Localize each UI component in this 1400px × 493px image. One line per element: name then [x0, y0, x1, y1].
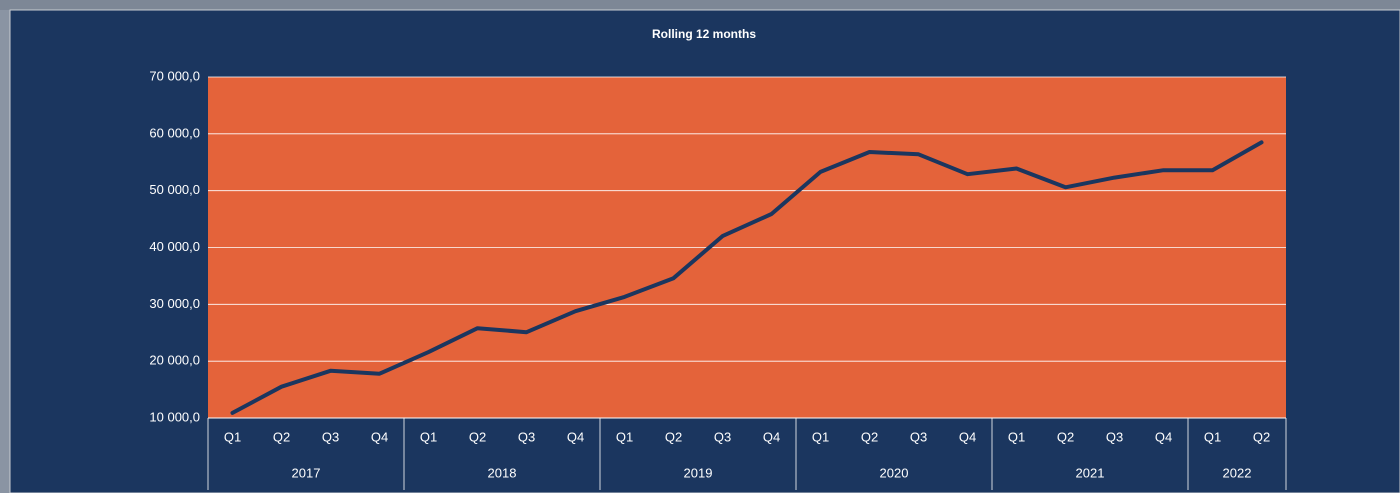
- x-tick-label: Q1: [420, 429, 437, 444]
- year-label: 2018: [488, 465, 517, 480]
- y-tick-label: 40 000,0: [149, 239, 200, 254]
- year-label: 2021: [1076, 465, 1105, 480]
- y-tick-label: 10 000,0: [149, 409, 200, 424]
- chart-title: Rolling 12 months: [652, 27, 756, 41]
- x-tick-label: Q2: [469, 429, 486, 444]
- year-label: 2017: [292, 465, 321, 480]
- y-tick-label: 60 000,0: [149, 125, 200, 140]
- x-tick-label: Q4: [567, 429, 584, 444]
- x-tick-label: Q2: [1057, 429, 1074, 444]
- year-label: 2019: [684, 465, 713, 480]
- x-tick-label: Q3: [1106, 429, 1123, 444]
- x-tick-label: Q4: [959, 429, 976, 444]
- top-strip: [0, 0, 1400, 10]
- x-tick-label: Q3: [518, 429, 535, 444]
- x-tick-label: Q2: [861, 429, 878, 444]
- x-tick-label: Q1: [224, 429, 241, 444]
- x-tick-label: Q4: [763, 429, 780, 444]
- x-tick-label: Q4: [371, 429, 388, 444]
- y-tick-label: 50 000,0: [149, 182, 200, 197]
- x-tick-label: Q4: [1155, 429, 1172, 444]
- side-strip: [0, 0, 10, 493]
- x-tick-label: Q1: [1204, 429, 1221, 444]
- x-tick-label: Q3: [322, 429, 339, 444]
- x-tick-label: Q2: [273, 429, 290, 444]
- x-tick-label: Q3: [714, 429, 731, 444]
- data-line: [230, 140, 1264, 415]
- x-tick-label: Q3: [910, 429, 927, 444]
- year-label: 2022: [1223, 465, 1252, 480]
- year-label: 2020: [880, 465, 909, 480]
- x-tick-label: Q1: [812, 429, 829, 444]
- y-tick-label: 30 000,0: [149, 296, 200, 311]
- x-tick-label: Q1: [1008, 429, 1025, 444]
- x-tick-label: Q2: [665, 429, 682, 444]
- y-tick-label: 70 000,0: [149, 68, 200, 83]
- x-tick-label: Q2: [1253, 429, 1270, 444]
- y-tick-label: 20 000,0: [149, 353, 200, 368]
- x-tick-label: Q1: [616, 429, 633, 444]
